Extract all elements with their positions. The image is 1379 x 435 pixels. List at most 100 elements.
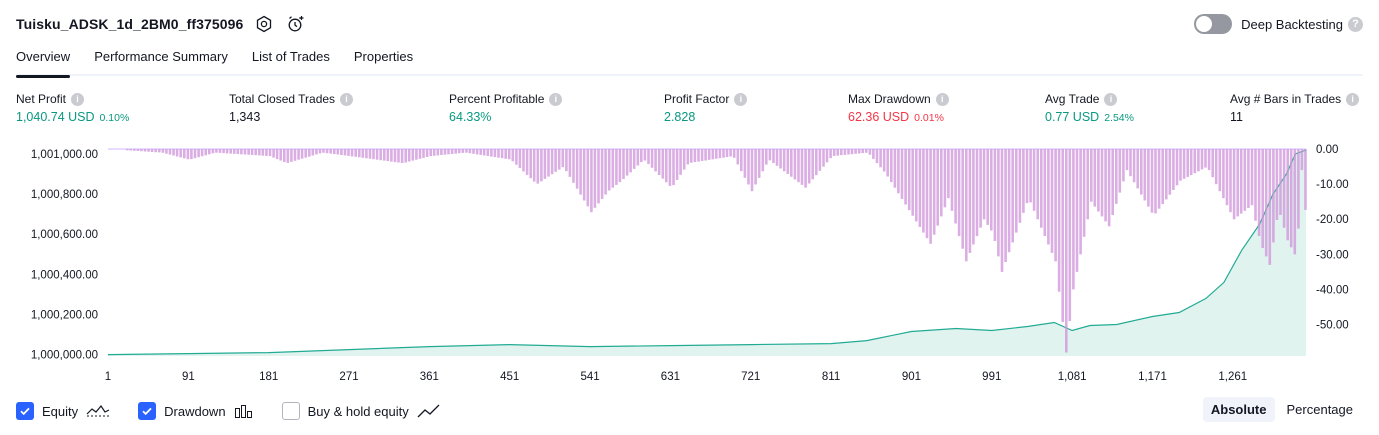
equity-drawdown-chart[interactable]: 1,001,000.00 1,000,800.00 1,000,600.00 1,00…	[0, 138, 1379, 388]
info-icon[interactable]: i	[935, 92, 949, 106]
legend-buy-hold[interactable]: Buy & hold equity	[281, 402, 441, 420]
drawdown-bar	[661, 149, 665, 179]
drawdown-bar	[740, 149, 743, 172]
help-icon[interactable]: ?	[1348, 16, 1363, 32]
drawdown-bar	[1154, 149, 1157, 214]
drawdown-bar	[640, 149, 643, 163]
drawdown-bar	[1079, 149, 1082, 255]
tab-list-of-trades[interactable]: List of Trades	[251, 49, 330, 64]
stat-max-drawdown: Max Drawdown i 62.36 USD 0.01%	[848, 92, 949, 124]
drawdown-bar	[815, 149, 818, 176]
drawdown-bar	[832, 149, 836, 156]
drawdown-bar	[943, 149, 947, 208]
drawdown-bar	[397, 149, 400, 163]
drawdown-bar	[347, 149, 350, 156]
info-icon[interactable]: i	[71, 92, 85, 106]
drawdown-bar	[1065, 149, 1068, 353]
drawdown-bar	[1072, 149, 1075, 290]
drawdown-bar	[875, 149, 879, 164]
drawdown-bar	[236, 149, 240, 154]
legend-drawdown[interactable]: Drawdown	[138, 402, 253, 420]
drawdown-bar	[607, 149, 611, 191]
drawdown-bar	[897, 149, 900, 194]
drawdown-bar	[965, 149, 968, 262]
drawdown-bar	[361, 149, 365, 158]
drawdown-bar	[1047, 149, 1050, 245]
drawdown-checkbox[interactable]	[138, 402, 157, 420]
x-axis-tick: 91	[182, 371, 195, 383]
info-icon[interactable]: i	[340, 92, 354, 106]
tab-overview[interactable]: Overview	[16, 44, 71, 78]
drawdown-bar	[475, 149, 479, 155]
drawdown-bar	[918, 149, 922, 227]
drawdown-bar	[990, 149, 993, 231]
drawdown-bar	[586, 149, 590, 207]
drawdown-bar	[604, 149, 607, 195]
x-axis-tick: 271	[339, 371, 358, 383]
drawdown-bar	[154, 149, 157, 153]
drawdown-bar	[250, 149, 254, 155]
drawdown-bar	[843, 149, 847, 155]
equity-wave-icon	[86, 404, 110, 418]
buy-hold-checkbox[interactable]	[281, 402, 300, 420]
drawdown-bar	[632, 149, 636, 169]
drawdown-bar	[215, 149, 218, 153]
drawdown-bar	[761, 149, 765, 172]
drawdown-bar	[722, 149, 725, 158]
drawdown-bar	[804, 149, 807, 188]
drawdown-bar	[333, 149, 336, 155]
drawdown-bar	[1057, 149, 1061, 292]
right-axis-tick: -10.00	[1316, 179, 1349, 191]
info-icon[interactable]: i	[1346, 92, 1360, 106]
drawdown-bar	[429, 149, 432, 157]
drawdown-bar	[575, 149, 579, 189]
drawdown-bar	[693, 149, 697, 163]
drawdown-bar	[757, 149, 761, 178]
x-axis-tick: 631	[661, 371, 680, 383]
info-icon[interactable]: i	[549, 92, 563, 106]
drawdown-bar	[504, 149, 507, 159]
drawdown-bar	[411, 149, 415, 161]
percentage-button[interactable]: Percentage	[1286, 402, 1354, 417]
drawdown-bar	[133, 149, 136, 151]
drawdown-bar	[450, 149, 454, 154]
drawdown-bar	[925, 149, 929, 239]
drawdown-bar	[336, 149, 340, 155]
legend-equity[interactable]: Equity	[16, 402, 110, 420]
add-alert-icon[interactable]	[285, 13, 307, 35]
drawdown-bar	[440, 149, 443, 155]
info-icon[interactable]: i	[734, 92, 748, 106]
tab-performance-summary[interactable]: Performance Summary	[94, 49, 228, 64]
drawdown-bar	[822, 149, 825, 167]
drawdown-bar	[300, 149, 304, 159]
drawdown-bar	[1279, 149, 1282, 215]
drawdown-bar	[240, 149, 243, 155]
equity-checkbox[interactable]	[16, 402, 34, 420]
legend-label: Drawdown	[164, 403, 226, 419]
drawdown-bar	[208, 149, 211, 155]
deep-backtesting-toggle[interactable]	[1194, 14, 1233, 34]
settings-icon[interactable]	[253, 13, 275, 35]
drawdown-bar	[675, 149, 679, 180]
drawdown-bar	[486, 149, 490, 156]
x-axis-tick: 451	[500, 371, 519, 383]
drawdown-bar	[418, 149, 422, 159]
drawdown-bar	[550, 149, 554, 175]
tab-properties[interactable]: Properties	[353, 49, 414, 64]
drawdown-bar	[782, 149, 786, 172]
drawdown-bar	[1125, 149, 1129, 171]
drawdown-bar	[861, 149, 864, 154]
drawdown-bar	[318, 149, 322, 154]
drawdown-bar	[343, 149, 347, 156]
drawdown-bar	[854, 149, 857, 154]
drawdown-bar	[297, 149, 300, 160]
drawdown-bar	[840, 149, 843, 156]
drawdown-bar	[972, 149, 975, 245]
drawdown-bar	[732, 149, 736, 158]
info-icon[interactable]: i	[1104, 92, 1118, 106]
drawdown-bar	[547, 149, 550, 177]
drawdown-bar	[1100, 149, 1104, 217]
drawdown-bar	[532, 149, 536, 182]
absolute-button[interactable]: Absolute	[1202, 397, 1275, 422]
drawdown-bar	[1132, 149, 1136, 183]
